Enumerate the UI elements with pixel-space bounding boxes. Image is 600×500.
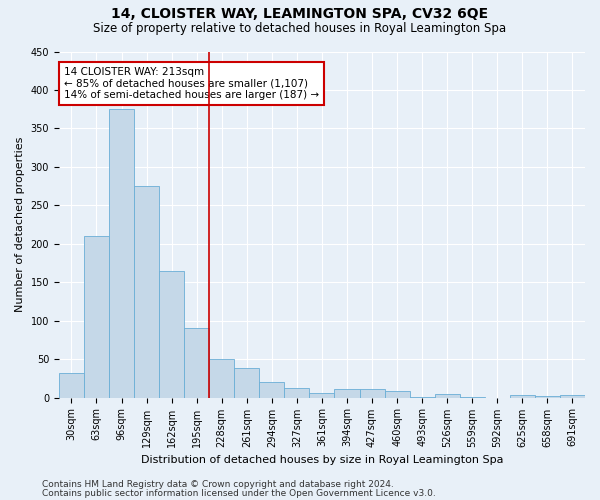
Bar [59,373,84,398]
Bar [359,389,385,398]
Bar [184,328,209,398]
X-axis label: Distribution of detached houses by size in Royal Leamington Spa: Distribution of detached houses by size … [141,455,503,465]
Bar [159,270,184,398]
Text: 14 CLOISTER WAY: 213sqm
← 85% of detached houses are smaller (1,107)
14% of semi: 14 CLOISTER WAY: 213sqm ← 85% of detache… [64,67,319,100]
Bar [84,236,109,398]
Bar [535,396,560,398]
Bar [560,396,585,398]
Bar [234,368,259,398]
Y-axis label: Number of detached properties: Number of detached properties [15,137,25,312]
Bar [410,397,434,398]
Bar [259,382,284,398]
Bar [109,109,134,398]
Bar [209,359,234,398]
Text: Size of property relative to detached houses in Royal Leamington Spa: Size of property relative to detached ho… [94,22,506,35]
Bar [385,392,410,398]
Text: 14, CLOISTER WAY, LEAMINGTON SPA, CV32 6QE: 14, CLOISTER WAY, LEAMINGTON SPA, CV32 6… [112,8,488,22]
Bar [310,393,334,398]
Bar [510,396,535,398]
Text: Contains HM Land Registry data © Crown copyright and database right 2024.: Contains HM Land Registry data © Crown c… [42,480,394,489]
Text: Contains public sector information licensed under the Open Government Licence v3: Contains public sector information licen… [42,488,436,498]
Bar [434,394,460,398]
Bar [460,397,485,398]
Bar [134,186,159,398]
Bar [334,389,359,398]
Bar [284,388,310,398]
